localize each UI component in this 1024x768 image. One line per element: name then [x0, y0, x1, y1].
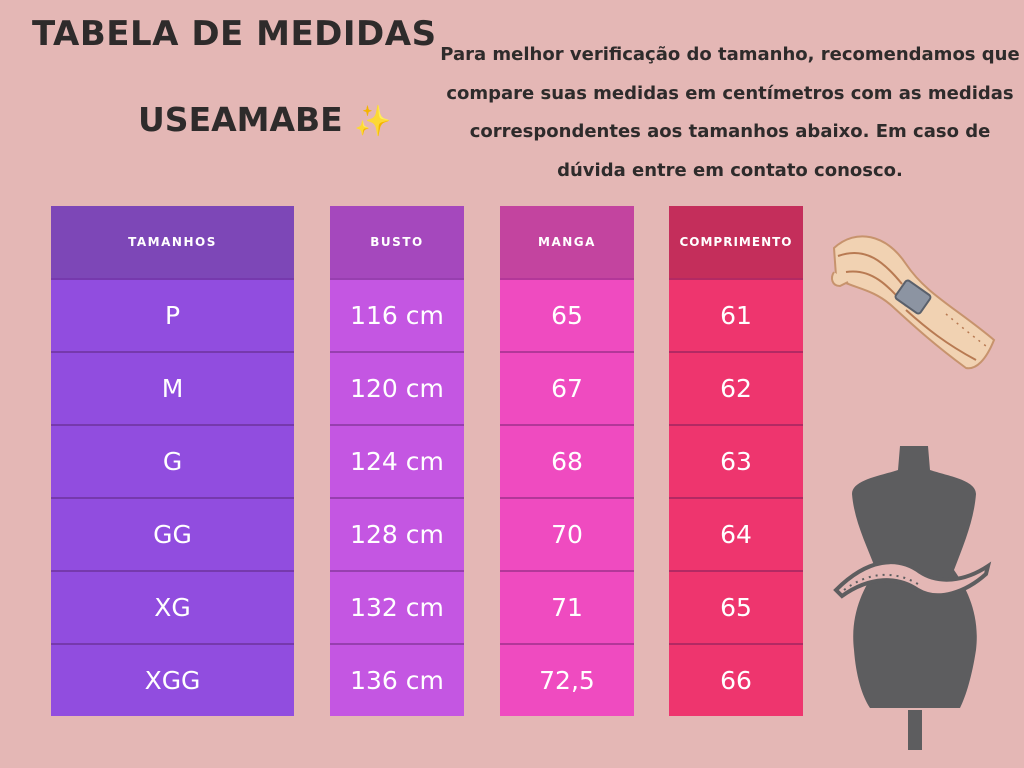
- column-tamanhos: TAMANHOS P M G GG XG XGG: [51, 206, 294, 716]
- table-cell: 61: [669, 278, 803, 351]
- table-cell: 62: [669, 351, 803, 424]
- brand-label: USEAMABE: [138, 100, 343, 139]
- column-busto: BUSTO 116 cm 120 cm 124 cm 128 cm 132 cm…: [330, 206, 464, 716]
- table-cell: 136 cm: [330, 643, 464, 716]
- table-cell: P: [51, 278, 294, 351]
- table-cell: G: [51, 424, 294, 497]
- table-cell: M: [51, 351, 294, 424]
- table-cell: 67: [500, 351, 634, 424]
- table-cell: 71: [500, 570, 634, 643]
- page-title: TABELA DE MEDIDAS: [32, 14, 437, 54]
- sparkle-icon: ✨: [354, 104, 392, 139]
- table-cell: 132 cm: [330, 570, 464, 643]
- column-header-comprimento: COMPRIMENTO: [669, 206, 803, 278]
- column-header-busto: BUSTO: [330, 206, 464, 278]
- table-cell: GG: [51, 497, 294, 570]
- column-comprimento: COMPRIMENTO 61 62 63 64 65 66: [669, 206, 803, 716]
- brand-name: USEAMABE ✨: [138, 100, 392, 139]
- mannequin-icon: [833, 446, 992, 750]
- table-cell: 65: [669, 570, 803, 643]
- column-manga: MANGA 65 67 68 70 71 72,5: [500, 206, 634, 716]
- table-cell: XGG: [51, 643, 294, 716]
- table-cell: 120 cm: [330, 351, 464, 424]
- table-cell: 66: [669, 643, 803, 716]
- table-cell: 72,5: [500, 643, 634, 716]
- intro-text: Para melhor verificação do tamanho, reco…: [440, 44, 1020, 181]
- table-cell: 70: [500, 497, 634, 570]
- table-cell: XG: [51, 570, 294, 643]
- table-cell: 124 cm: [330, 424, 464, 497]
- table-cell: 128 cm: [330, 497, 464, 570]
- table-cell: 63: [669, 424, 803, 497]
- measuring-tape-icon: [831, 235, 996, 370]
- column-header-tamanhos: TAMANHOS: [51, 206, 294, 278]
- table-cell: 65: [500, 278, 634, 351]
- table-cell: 116 cm: [330, 278, 464, 351]
- table-cell: 68: [500, 424, 634, 497]
- column-header-manga: MANGA: [500, 206, 634, 278]
- table-cell: 64: [669, 497, 803, 570]
